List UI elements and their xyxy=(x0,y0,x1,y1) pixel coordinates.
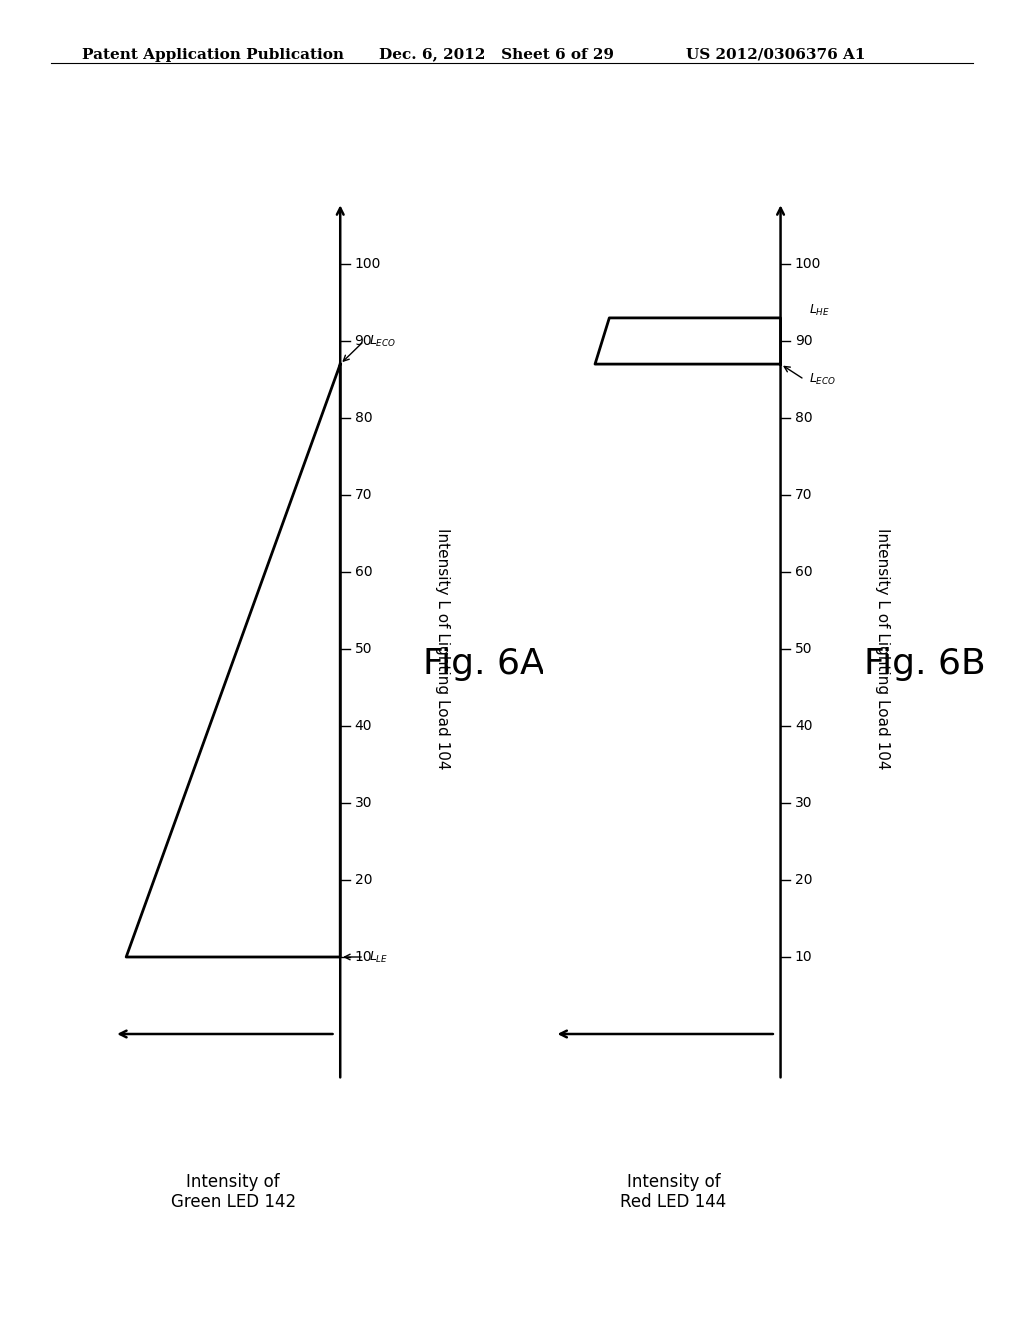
Text: Intensity of
Green LED 142: Intensity of Green LED 142 xyxy=(171,1172,296,1212)
Text: 60: 60 xyxy=(795,565,812,579)
Text: 30: 30 xyxy=(354,796,372,810)
Text: 30: 30 xyxy=(795,796,812,810)
Text: 60: 60 xyxy=(354,565,372,579)
Text: $L_{LE}$: $L_{LE}$ xyxy=(369,949,388,965)
Text: 100: 100 xyxy=(795,257,821,271)
Text: Fig. 6B: Fig. 6B xyxy=(864,647,985,681)
Text: $L_{ECO}$: $L_{ECO}$ xyxy=(369,334,396,348)
Text: 10: 10 xyxy=(354,950,372,964)
Text: Fig. 6A: Fig. 6A xyxy=(424,647,545,681)
Text: 90: 90 xyxy=(795,334,812,348)
Text: 50: 50 xyxy=(795,642,812,656)
Text: 70: 70 xyxy=(354,488,372,502)
Text: 40: 40 xyxy=(354,719,372,733)
Text: Intensity L of Lighting Load 104: Intensity L of Lighting Load 104 xyxy=(435,528,450,770)
Text: Intensity L of Lighting Load 104: Intensity L of Lighting Load 104 xyxy=(876,528,890,770)
Text: Intensity of
Red LED 144: Intensity of Red LED 144 xyxy=(621,1172,727,1212)
Text: 10: 10 xyxy=(795,950,812,964)
Text: 90: 90 xyxy=(354,334,372,348)
Text: $L_{HE}$: $L_{HE}$ xyxy=(809,302,830,318)
Text: Dec. 6, 2012   Sheet 6 of 29: Dec. 6, 2012 Sheet 6 of 29 xyxy=(379,48,613,62)
Text: 50: 50 xyxy=(354,642,372,656)
Text: $L_{ECO}$: $L_{ECO}$ xyxy=(809,372,837,387)
Text: 70: 70 xyxy=(795,488,812,502)
Text: 20: 20 xyxy=(354,873,372,887)
Text: 80: 80 xyxy=(354,411,372,425)
Text: 40: 40 xyxy=(795,719,812,733)
Text: US 2012/0306376 A1: US 2012/0306376 A1 xyxy=(686,48,865,62)
Text: Patent Application Publication: Patent Application Publication xyxy=(82,48,344,62)
Text: 80: 80 xyxy=(795,411,812,425)
Text: 20: 20 xyxy=(795,873,812,887)
Text: 100: 100 xyxy=(354,257,381,271)
